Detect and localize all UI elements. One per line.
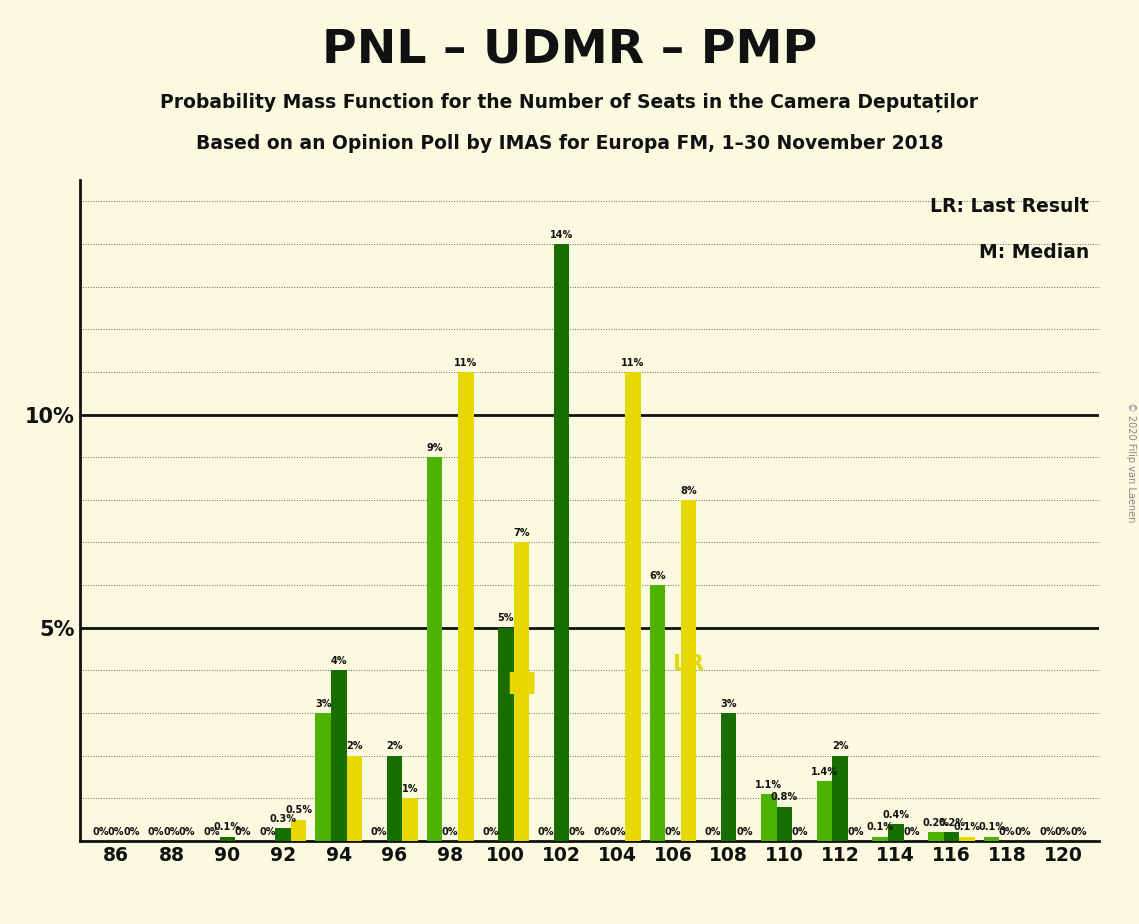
Text: 0.1%: 0.1% <box>978 822 1005 833</box>
Bar <box>681 500 696 841</box>
Text: 0%: 0% <box>163 827 180 836</box>
Text: © 2020 Filip van Laenen: © 2020 Filip van Laenen <box>1126 402 1136 522</box>
Text: 0%: 0% <box>538 827 555 836</box>
Bar <box>331 670 346 841</box>
Text: M: Median: M: Median <box>978 243 1089 261</box>
Text: 0%: 0% <box>482 827 499 836</box>
Text: 11%: 11% <box>454 358 477 368</box>
Bar <box>984 836 999 841</box>
Text: 0.2%: 0.2% <box>923 818 950 828</box>
Text: 0%: 0% <box>736 827 753 836</box>
Text: 4%: 4% <box>330 656 347 666</box>
Text: 8%: 8% <box>680 486 697 495</box>
Bar <box>721 713 737 841</box>
Text: 6%: 6% <box>649 571 665 581</box>
Bar <box>944 833 959 841</box>
Text: LR: LR <box>673 653 704 674</box>
Bar <box>276 828 290 841</box>
Text: 0%: 0% <box>108 827 124 836</box>
Text: 0%: 0% <box>1055 827 1071 836</box>
Text: 0%: 0% <box>1015 827 1031 836</box>
Bar <box>817 781 833 841</box>
Bar <box>346 756 362 841</box>
Text: 3%: 3% <box>314 699 331 709</box>
Text: 0%: 0% <box>1039 827 1056 836</box>
Text: 0%: 0% <box>235 827 252 836</box>
Text: 0%: 0% <box>705 827 721 836</box>
Bar <box>649 585 665 841</box>
Text: 1%: 1% <box>402 784 418 794</box>
Text: 0%: 0% <box>204 827 220 836</box>
Bar <box>290 820 306 841</box>
Text: 0%: 0% <box>792 827 809 836</box>
Text: 0.5%: 0.5% <box>285 806 312 815</box>
Bar <box>625 372 640 841</box>
Text: 0%: 0% <box>593 827 611 836</box>
Bar <box>316 713 331 841</box>
Bar <box>761 794 777 841</box>
Text: 0.1%: 0.1% <box>214 822 240 833</box>
Text: 0.3%: 0.3% <box>270 814 296 824</box>
Text: 0%: 0% <box>665 827 681 836</box>
Text: 0.4%: 0.4% <box>883 809 909 820</box>
Bar <box>498 627 514 841</box>
Text: 0.1%: 0.1% <box>953 822 981 833</box>
Text: 9%: 9% <box>426 443 443 453</box>
Text: 0%: 0% <box>370 827 387 836</box>
Bar <box>777 807 793 841</box>
Text: 5%: 5% <box>498 614 514 624</box>
Text: 0.1%: 0.1% <box>867 822 894 833</box>
Text: 0%: 0% <box>847 827 865 836</box>
Bar <box>888 824 903 841</box>
Bar <box>554 244 570 841</box>
Text: 3%: 3% <box>721 699 737 709</box>
Text: 0%: 0% <box>568 827 585 836</box>
Text: 0%: 0% <box>123 827 140 836</box>
Text: 0%: 0% <box>442 827 458 836</box>
Text: PNL – UDMR – PMP: PNL – UDMR – PMP <box>322 28 817 73</box>
Bar <box>220 836 235 841</box>
Text: Probability Mass Function for the Number of Seats in the Camera Deputaților: Probability Mass Function for the Number… <box>161 92 978 112</box>
Text: 0%: 0% <box>999 827 1016 836</box>
Text: 1.1%: 1.1% <box>755 780 782 790</box>
Text: 1.4%: 1.4% <box>811 767 838 777</box>
Text: 0.8%: 0.8% <box>771 793 798 802</box>
Text: 7%: 7% <box>514 529 530 538</box>
Text: 11%: 11% <box>621 358 645 368</box>
Bar <box>402 798 418 841</box>
Text: 2%: 2% <box>831 741 849 751</box>
Text: 14%: 14% <box>550 230 573 240</box>
Text: 2%: 2% <box>346 741 362 751</box>
Text: 0%: 0% <box>92 827 108 836</box>
Bar <box>427 457 442 841</box>
Text: 2%: 2% <box>386 741 403 751</box>
Bar <box>386 756 402 841</box>
Bar <box>458 372 474 841</box>
Text: LR: Last Result: LR: Last Result <box>931 197 1089 215</box>
Text: 0%: 0% <box>1071 827 1087 836</box>
Bar <box>959 836 975 841</box>
Text: M: M <box>506 671 536 700</box>
Bar <box>514 542 530 841</box>
Text: Based on an Opinion Poll by IMAS for Europa FM, 1–30 November 2018: Based on an Opinion Poll by IMAS for Eur… <box>196 134 943 153</box>
Text: 0%: 0% <box>179 827 196 836</box>
Bar <box>928 833 944 841</box>
Text: 0%: 0% <box>148 827 164 836</box>
Text: 0%: 0% <box>260 827 276 836</box>
Text: 0.2%: 0.2% <box>939 818 965 828</box>
Text: 0%: 0% <box>903 827 919 836</box>
Text: 0%: 0% <box>609 827 625 836</box>
Bar <box>872 836 888 841</box>
Bar <box>833 756 847 841</box>
